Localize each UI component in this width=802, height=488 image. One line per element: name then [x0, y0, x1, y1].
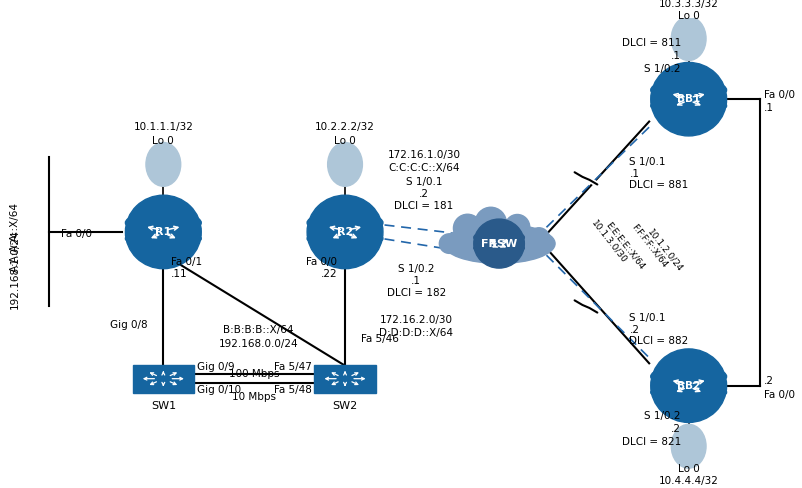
- Ellipse shape: [650, 383, 727, 401]
- Text: 172.16.1.0/30: 172.16.1.0/30: [387, 150, 460, 160]
- Text: S 1/0.1: S 1/0.1: [630, 313, 666, 323]
- Text: 192.168.0.0/24: 192.168.0.0/24: [218, 339, 298, 349]
- Ellipse shape: [307, 212, 383, 234]
- Text: 10.4.4.4/32: 10.4.4.4/32: [658, 476, 719, 486]
- Ellipse shape: [125, 229, 201, 247]
- Ellipse shape: [328, 142, 363, 186]
- Text: Fa 5/46: Fa 5/46: [361, 334, 399, 344]
- Ellipse shape: [307, 195, 383, 269]
- Text: S 1/0.2: S 1/0.2: [398, 264, 435, 274]
- Text: .2: .2: [419, 189, 429, 199]
- Text: 10.1.2.0/24: 10.1.2.0/24: [646, 227, 684, 274]
- Text: Fa 5/47: Fa 5/47: [274, 362, 312, 372]
- Text: .11: .11: [172, 269, 188, 279]
- Text: S 1/0.2: S 1/0.2: [644, 64, 681, 74]
- Text: Fa 5/48: Fa 5/48: [274, 386, 312, 395]
- Text: Lo 0: Lo 0: [334, 136, 356, 146]
- Text: .2: .2: [670, 424, 681, 433]
- Text: B:B:B:B::X/64: B:B:B:B::X/64: [223, 325, 294, 335]
- Ellipse shape: [125, 212, 201, 234]
- Text: .1: .1: [670, 51, 681, 61]
- Ellipse shape: [474, 242, 525, 254]
- Text: 172.16.2.0/30: 172.16.2.0/30: [379, 315, 452, 325]
- Text: DLCI = 811: DLCI = 811: [622, 38, 681, 48]
- Text: Fa 0/1: Fa 0/1: [172, 257, 202, 267]
- Ellipse shape: [671, 17, 706, 61]
- Text: Fa 0/0: Fa 0/0: [306, 257, 337, 267]
- Text: 10.1.1.1/32: 10.1.1.1/32: [133, 122, 193, 132]
- Text: R2: R2: [337, 227, 353, 237]
- Bar: [132, 365, 194, 393]
- Ellipse shape: [650, 79, 727, 101]
- Text: Lo 0: Lo 0: [678, 464, 699, 473]
- Text: .2: .2: [630, 325, 639, 335]
- Text: 10.1.3.0/30: 10.1.3.0/30: [590, 218, 630, 264]
- Text: DLCI = 821: DLCI = 821: [622, 437, 681, 447]
- Text: DLCI = 182: DLCI = 182: [387, 288, 446, 299]
- Ellipse shape: [474, 230, 525, 245]
- Text: Lo 0: Lo 0: [678, 11, 699, 21]
- Bar: [314, 365, 376, 393]
- Text: F:F:F:F::X/64: F:F:F:F::X/64: [630, 223, 669, 269]
- Text: .2: .2: [764, 376, 774, 386]
- Text: DLCI = 181: DLCI = 181: [395, 202, 454, 211]
- Ellipse shape: [307, 229, 383, 247]
- Ellipse shape: [650, 97, 727, 115]
- Text: .1: .1: [411, 276, 421, 286]
- Ellipse shape: [453, 214, 482, 242]
- Text: Fa 0/0: Fa 0/0: [764, 89, 795, 100]
- Text: Fa 0/0: Fa 0/0: [764, 390, 795, 400]
- Ellipse shape: [443, 224, 555, 264]
- Text: 192.168.1.0/24: 192.168.1.0/24: [10, 229, 20, 309]
- Text: .22: .22: [321, 269, 337, 279]
- Text: Gig 0/10: Gig 0/10: [196, 386, 241, 395]
- Text: R1: R1: [156, 227, 172, 237]
- Text: Gig 0/8: Gig 0/8: [110, 320, 148, 330]
- Ellipse shape: [475, 207, 507, 240]
- Text: 100 Mbps: 100 Mbps: [229, 369, 279, 379]
- Text: Fa 0/0: Fa 0/0: [61, 229, 91, 239]
- Ellipse shape: [650, 62, 727, 136]
- Text: .1: .1: [764, 103, 774, 114]
- Text: S 1/0.2: S 1/0.2: [644, 411, 681, 421]
- Ellipse shape: [650, 349, 727, 423]
- Text: A:A:A:A::X/64: A:A:A:A::X/64: [10, 202, 20, 272]
- Text: 10.3.3.3/32: 10.3.3.3/32: [658, 0, 719, 9]
- Text: DLCI = 882: DLCI = 882: [630, 336, 689, 346]
- Ellipse shape: [146, 142, 180, 186]
- Ellipse shape: [125, 195, 201, 269]
- Text: C:C:C:C::X/64: C:C:C:C::X/64: [388, 163, 460, 173]
- Text: SW2: SW2: [332, 401, 358, 411]
- Text: 10 Mbps: 10 Mbps: [233, 392, 276, 402]
- Ellipse shape: [439, 234, 460, 253]
- Text: D:D:D:D::X/64: D:D:D:D::X/64: [379, 328, 453, 339]
- Text: S 1/0.1: S 1/0.1: [406, 177, 442, 186]
- Text: FRSW: FRSW: [481, 239, 517, 248]
- Ellipse shape: [528, 228, 549, 250]
- Text: BB1: BB1: [677, 94, 700, 104]
- Ellipse shape: [474, 219, 525, 268]
- Ellipse shape: [671, 425, 706, 468]
- Ellipse shape: [650, 366, 727, 387]
- Text: Gig 0/9: Gig 0/9: [196, 362, 234, 372]
- Text: .1: .1: [630, 169, 639, 179]
- Text: DLCI = 881: DLCI = 881: [630, 181, 689, 190]
- Text: S 1/0.1: S 1/0.1: [630, 157, 666, 167]
- Text: BB2: BB2: [677, 381, 700, 391]
- Text: Lo 0: Lo 0: [152, 136, 174, 146]
- Text: E:E:E:E::X/64: E:E:E:E::X/64: [604, 221, 646, 271]
- Text: 10.2.2.2/32: 10.2.2.2/32: [315, 122, 375, 132]
- Text: SW1: SW1: [151, 401, 176, 411]
- Ellipse shape: [505, 214, 530, 240]
